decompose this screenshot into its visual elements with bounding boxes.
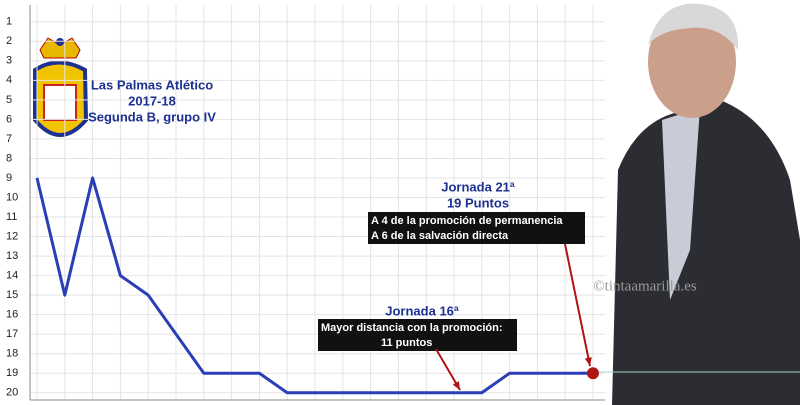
y-tick-label: 15 <box>6 289 18 301</box>
annotation-box <box>318 319 517 351</box>
y-tick-label: 1 <box>6 16 12 28</box>
annotation-title: 19 Puntos <box>447 195 509 210</box>
y-tick-label: 13 <box>6 250 18 262</box>
chart-subtitle: Segunda B, grupo IV <box>88 109 216 124</box>
y-tick-label: 6 <box>6 113 12 125</box>
y-tick-label: 4 <box>6 74 12 86</box>
y-tick-label: 7 <box>6 133 12 145</box>
annotation-text: Mayor distancia con la promoción: <box>321 322 503 334</box>
chart-title: Las Palmas Atlético <box>91 77 213 92</box>
series-line <box>35 176 593 395</box>
annotation-text: 11 puntos <box>381 337 432 349</box>
annotation-title: Jornada 16ª <box>385 303 459 318</box>
y-tick-label: 5 <box>6 94 12 106</box>
annotation-title: Jornada 21ª <box>441 179 515 194</box>
watermark: ©tintaamarilla.es <box>593 278 697 294</box>
y-tick-label: 10 <box>6 191 18 203</box>
y-tick-label: 12 <box>6 230 18 242</box>
annotation-text: A 6 de la salvación directa <box>371 230 509 242</box>
y-tick-label: 18 <box>6 348 18 360</box>
highlight-point <box>587 367 599 380</box>
annotation-box <box>368 212 585 244</box>
y-tick-label: 19 <box>6 367 18 379</box>
y-tick-label: 9 <box>6 172 12 184</box>
annotation-text: A 4 de la promoción de permanencia <box>371 215 563 227</box>
annotation-arrow <box>564 243 591 367</box>
crest <box>33 37 89 137</box>
chart-subtitle: 2017-18 <box>128 93 176 108</box>
y-tick-label: 16 <box>6 309 18 321</box>
y-tick-label: 20 <box>6 387 18 399</box>
arrow-head <box>584 357 592 366</box>
y-tick-label: 11 <box>6 211 17 223</box>
y-tick-label: 8 <box>6 152 12 164</box>
arrow-head <box>452 381 460 390</box>
y-tick-label: 14 <box>6 269 18 281</box>
y-tick-label: 17 <box>6 328 18 340</box>
y-tick-label: 2 <box>6 35 12 47</box>
y-tick-label: 3 <box>6 55 12 67</box>
photo <box>580 3 800 405</box>
